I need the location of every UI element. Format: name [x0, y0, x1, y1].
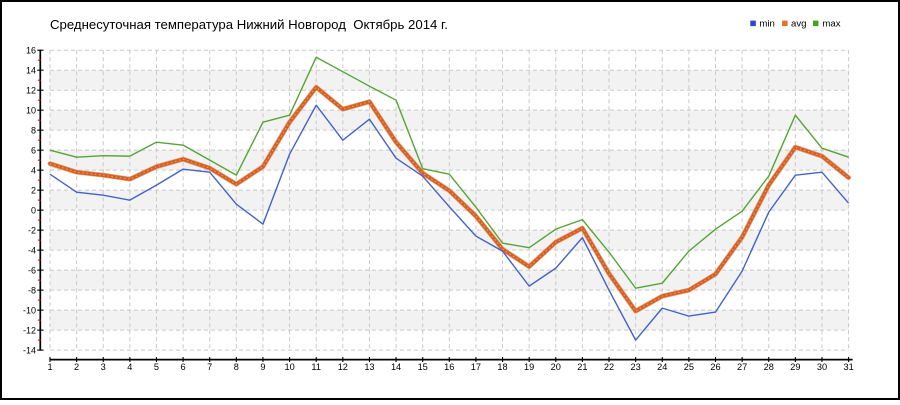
svg-text:31: 31 [843, 362, 853, 372]
svg-text:18: 18 [497, 362, 507, 372]
svg-text:1: 1 [47, 362, 52, 372]
svg-text:-14: -14 [23, 345, 36, 355]
svg-text:4: 4 [127, 362, 132, 372]
svg-text:13: 13 [364, 362, 374, 372]
svg-text:-10: -10 [23, 305, 36, 315]
svg-text:8: 8 [234, 362, 239, 372]
svg-text:avg: avg [791, 19, 806, 30]
svg-text:14: 14 [26, 65, 36, 75]
svg-text:0: 0 [31, 205, 36, 215]
svg-text:-8: -8 [28, 285, 36, 295]
svg-text:21: 21 [577, 362, 587, 372]
svg-text:max: max [822, 19, 840, 30]
svg-text:-6: -6 [28, 265, 36, 275]
svg-text:10: 10 [26, 105, 36, 115]
svg-text:27: 27 [737, 362, 747, 372]
svg-text:6: 6 [31, 145, 36, 155]
svg-text:25: 25 [684, 362, 694, 372]
svg-text:-2: -2 [28, 225, 36, 235]
svg-text:-12: -12 [23, 325, 36, 335]
svg-text:28: 28 [764, 362, 774, 372]
svg-text:12: 12 [338, 362, 348, 372]
svg-text:min: min [759, 19, 774, 30]
svg-text:7: 7 [207, 362, 212, 372]
svg-text:9: 9 [260, 362, 265, 372]
svg-text:2: 2 [31, 185, 36, 195]
svg-text:19: 19 [524, 362, 534, 372]
svg-text:30: 30 [817, 362, 827, 372]
svg-text:26: 26 [710, 362, 720, 372]
svg-text:29: 29 [790, 362, 800, 372]
svg-text:16: 16 [26, 45, 36, 55]
svg-text:2: 2 [74, 362, 79, 372]
svg-text:10: 10 [284, 362, 294, 372]
svg-text:11: 11 [311, 362, 321, 372]
svg-text:14: 14 [391, 362, 401, 372]
svg-text:8: 8 [31, 125, 36, 135]
svg-text:-4: -4 [28, 245, 36, 255]
svg-text:23: 23 [631, 362, 641, 372]
svg-text:3: 3 [101, 362, 106, 372]
svg-text:16: 16 [444, 362, 454, 372]
svg-text:22: 22 [604, 362, 614, 372]
svg-text:4: 4 [31, 165, 36, 175]
svg-text:Среднесуточная температура Ниж: Среднесуточная температура Нижний Новгор… [50, 17, 448, 32]
svg-text:6: 6 [181, 362, 186, 372]
svg-text:24: 24 [657, 362, 667, 372]
svg-text:5: 5 [154, 362, 159, 372]
svg-text:15: 15 [418, 362, 428, 372]
svg-text:20: 20 [551, 362, 561, 372]
svg-text:12: 12 [26, 85, 36, 95]
svg-text:17: 17 [471, 362, 481, 372]
